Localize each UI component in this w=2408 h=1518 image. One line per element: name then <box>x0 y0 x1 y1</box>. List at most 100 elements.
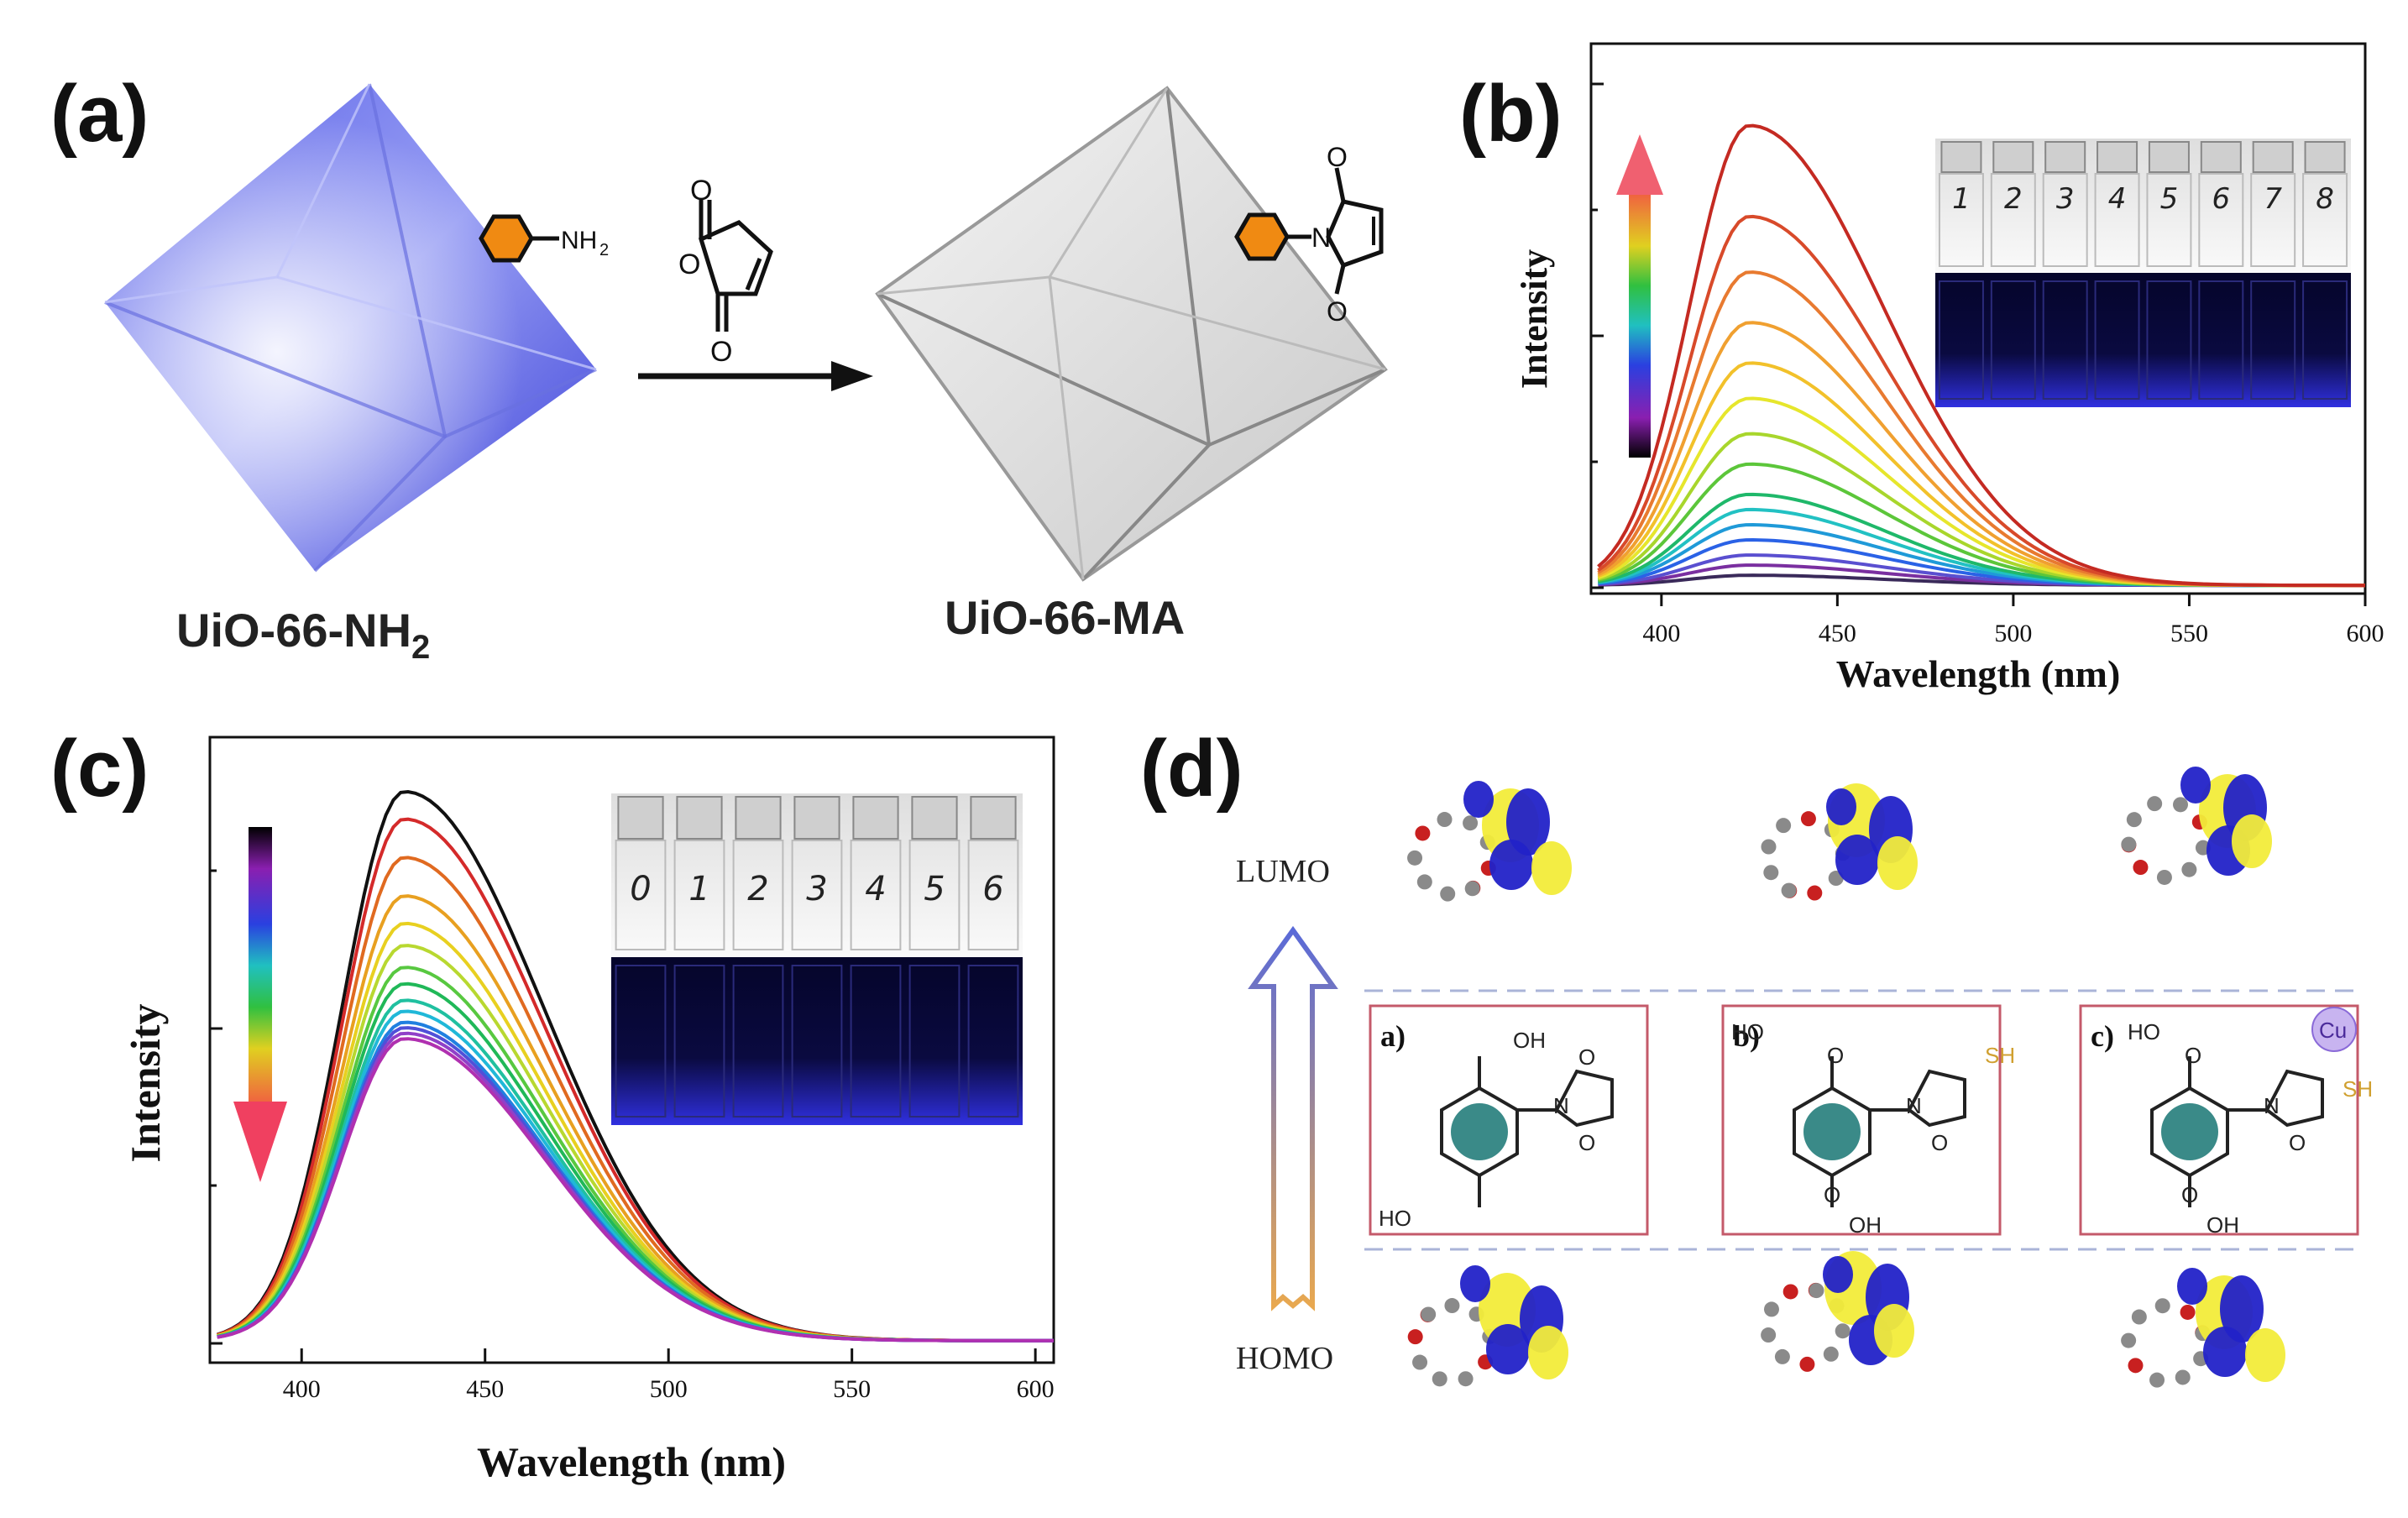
orbital-sketch <box>1407 781 1572 902</box>
structure-group-label: HO <box>1379 1206 1411 1231</box>
panel-b-x-tick-label: 500 <box>1994 620 2032 647</box>
uio66-ma-octahedron <box>875 86 1388 582</box>
panel-b-label: (b) <box>1459 69 1563 159</box>
structure-group-label: O <box>1824 1182 1840 1207</box>
panel-b-y-ticks <box>1591 82 1604 589</box>
panel-c-trend-arrow-head <box>233 1102 287 1182</box>
panel-a-label: (a) <box>50 69 149 159</box>
orbital-sketch <box>2121 1268 2285 1388</box>
panel-c-curves <box>217 789 1054 1343</box>
panel-b-x-tick-label: 600 <box>2347 620 2384 647</box>
structure-group-label: N <box>1553 1093 1569 1118</box>
panel-b-vial-number: 3 <box>2056 182 2075 216</box>
structure-group-label: O <box>2185 1043 2201 1068</box>
energy-arrow <box>1248 925 1338 1311</box>
product-o-bottom: O <box>1327 296 1348 327</box>
panel-b-vial-number: 5 <box>2160 182 2179 216</box>
homo-label: HOMO <box>1236 1341 1333 1376</box>
panel-c-vial-number: 3 <box>806 870 827 908</box>
panel-c-xlabel: Wavelength (nm) <box>477 1438 786 1485</box>
structure-group-label: O <box>1827 1043 1844 1068</box>
panel-b-vial-number: 7 <box>2264 182 2282 216</box>
panel-c-vial-number: 1 <box>688 870 709 908</box>
panel-b-curves <box>1597 123 2365 588</box>
reaction-arrow <box>638 361 873 391</box>
maleimide-benzene-group <box>1234 167 1384 295</box>
structure-group-label: O <box>2289 1130 2306 1155</box>
reagent-o-bottom: O <box>710 336 732 368</box>
panel-c-vial-number: 6 <box>982 870 1003 908</box>
panel-c-label: (c) <box>50 724 149 814</box>
panel-c: (c) 400 450 500 550 600 Intensity Wavelength… <box>50 724 1055 1485</box>
right-material-label: UiO-66-MA <box>945 591 1185 644</box>
panel-c-plot-frame <box>208 735 1055 1364</box>
product-o-top: O <box>1327 142 1348 172</box>
structure-group-label: O <box>1578 1044 1595 1070</box>
structure-tag: b) <box>1733 1019 1760 1053</box>
structure-group-label: HO <box>2128 1019 2160 1044</box>
structure-group-label: OH <box>1513 1028 1546 1053</box>
panel-c-x-tick-label: 400 <box>283 1375 321 1403</box>
panel-b-vial-number: 4 <box>2108 182 2127 216</box>
panel-c-x-tick-label: 500 <box>650 1375 688 1403</box>
panel-b: (b) 400 450 500 550 600 Intensity Wavelength… <box>1459 42 2384 695</box>
structure-group-label: N <box>1906 1093 1922 1118</box>
orbital-sketch <box>1761 1251 1914 1372</box>
panel-b-plot-frame <box>1589 42 2367 595</box>
panel-c-x-tick-label: 450 <box>466 1375 504 1403</box>
amine-subscript: 2 <box>599 241 609 259</box>
panel-b-vial-number: 8 <box>2316 182 2334 216</box>
structure-group-label: N <box>2264 1093 2280 1118</box>
structure-group-label: SH <box>1985 1043 2015 1068</box>
panel-c-vial-number: 0 <box>630 870 651 908</box>
panel-c-vial-number: 4 <box>865 870 886 908</box>
structure-tag: c) <box>2091 1019 2114 1053</box>
panel-c-y-ticks <box>210 869 222 1345</box>
orbital-renderings <box>1407 767 2285 1388</box>
structure-group-label: O <box>1931 1130 1948 1155</box>
panel-b-vial-number: 2 <box>2004 182 2023 216</box>
reagent-o-top: O <box>690 175 712 207</box>
structure-group-label: OH <box>1849 1212 1882 1238</box>
structure-group-label: SH <box>2343 1076 2373 1102</box>
panel-b-ylabel: Intensity <box>1514 249 1555 389</box>
structure-group-label: O <box>2181 1182 2198 1207</box>
maleic-anhydride-structure <box>698 200 773 332</box>
panel-b-xlabel: Wavelength (nm) <box>1836 652 2121 695</box>
panel-b-x-tick-label: 400 <box>1642 620 1680 647</box>
panel-b-x-tick-label: 450 <box>1819 620 1856 647</box>
panel-b-trend-arrow-bar <box>1629 193 1651 458</box>
amine-benzene-group: NH 2 <box>479 214 609 263</box>
panel-c-ylabel: Intensity <box>122 1004 169 1163</box>
panel-a: (a) NH 2 UiO-66-NH2 O O O <box>50 69 1388 666</box>
panel-c-vial-number: 2 <box>747 870 768 908</box>
structure-group-label: OH <box>2206 1212 2239 1238</box>
panel-c-vial-number: 5 <box>924 870 945 908</box>
panel-c-x-tick-label: 550 <box>833 1375 871 1403</box>
structure-group-label: HO <box>1731 1019 1764 1044</box>
structure-group-label: Cu <box>2319 1018 2347 1043</box>
panel-b-x-ticks: 400 450 500 550 600 <box>1642 593 2384 647</box>
panel-b-vial-number: 1 <box>1952 182 1971 216</box>
orbital-sketch <box>2121 767 2272 885</box>
panel-b-x-tick-label: 550 <box>2170 620 2208 647</box>
left-material-label: UiO-66-NH2 <box>176 604 430 666</box>
structure-box-1: a) OH HO ONO <box>1369 1004 1649 1236</box>
panel-b-vial-number: 6 <box>2212 182 2230 216</box>
structure-tag: a) <box>1380 1019 1406 1053</box>
uio66-nh2-octahedron <box>104 83 597 573</box>
panel-b-trend-arrow-head <box>1616 134 1663 195</box>
panel-b-series-15 <box>1597 123 2365 588</box>
reagent-o-ring: O <box>678 249 700 280</box>
panel-c-series-14 <box>217 1037 1054 1343</box>
panel-c-trend-arrow-bar <box>249 827 272 1104</box>
amine-label: NH <box>561 227 597 254</box>
orbital-sketch <box>1407 1265 1568 1387</box>
panel-d-label: (d) <box>1140 724 1243 814</box>
